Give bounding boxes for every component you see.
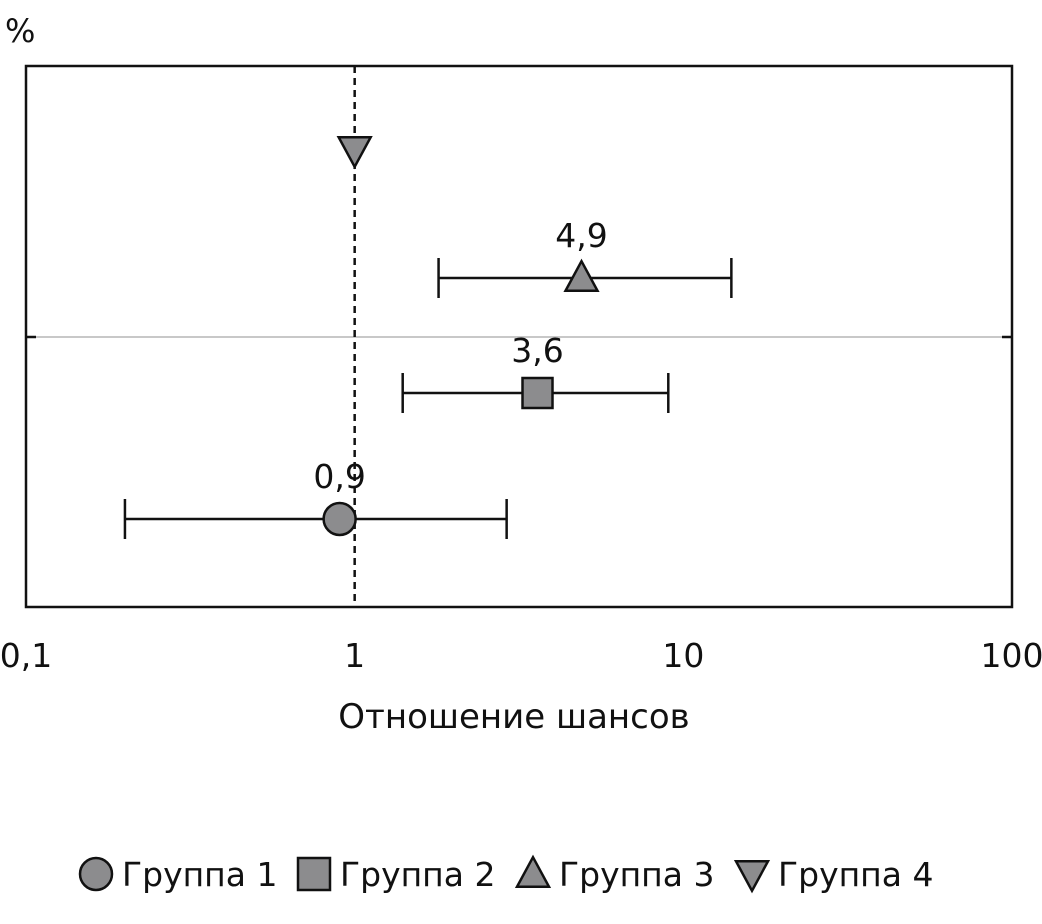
x-tick-label: 10 bbox=[662, 636, 704, 675]
y-axis-label: % bbox=[5, 12, 35, 50]
legend-label: Группа 2 bbox=[340, 855, 495, 894]
data-label: 3,6 bbox=[511, 331, 563, 370]
x-axis-label: Отношение шансов bbox=[338, 697, 689, 737]
x-tick-label: 100 bbox=[981, 636, 1042, 675]
data-label: 4,9 bbox=[555, 216, 607, 255]
x-tick-label: 1 bbox=[344, 636, 365, 675]
legend-marker bbox=[514, 854, 552, 889]
legend-label: Группа 1 bbox=[122, 855, 277, 894]
data-point bbox=[521, 376, 554, 410]
data-label: 0,9 bbox=[313, 457, 365, 496]
data-point bbox=[336, 135, 373, 170]
plot-frame bbox=[24, 64, 1014, 609]
legend-marker bbox=[296, 856, 332, 892]
legend-label: Группа 4 bbox=[778, 855, 933, 894]
legend-marker bbox=[733, 859, 771, 894]
legend-label: Группа 3 bbox=[559, 855, 714, 894]
legend: Группа 1 Группа 2 Группа 3 Группа 4 bbox=[78, 854, 933, 894]
legend-marker bbox=[78, 856, 114, 892]
data-point bbox=[322, 501, 357, 537]
x-tick-label: 0,1 bbox=[0, 636, 52, 675]
data-point bbox=[563, 258, 600, 293]
